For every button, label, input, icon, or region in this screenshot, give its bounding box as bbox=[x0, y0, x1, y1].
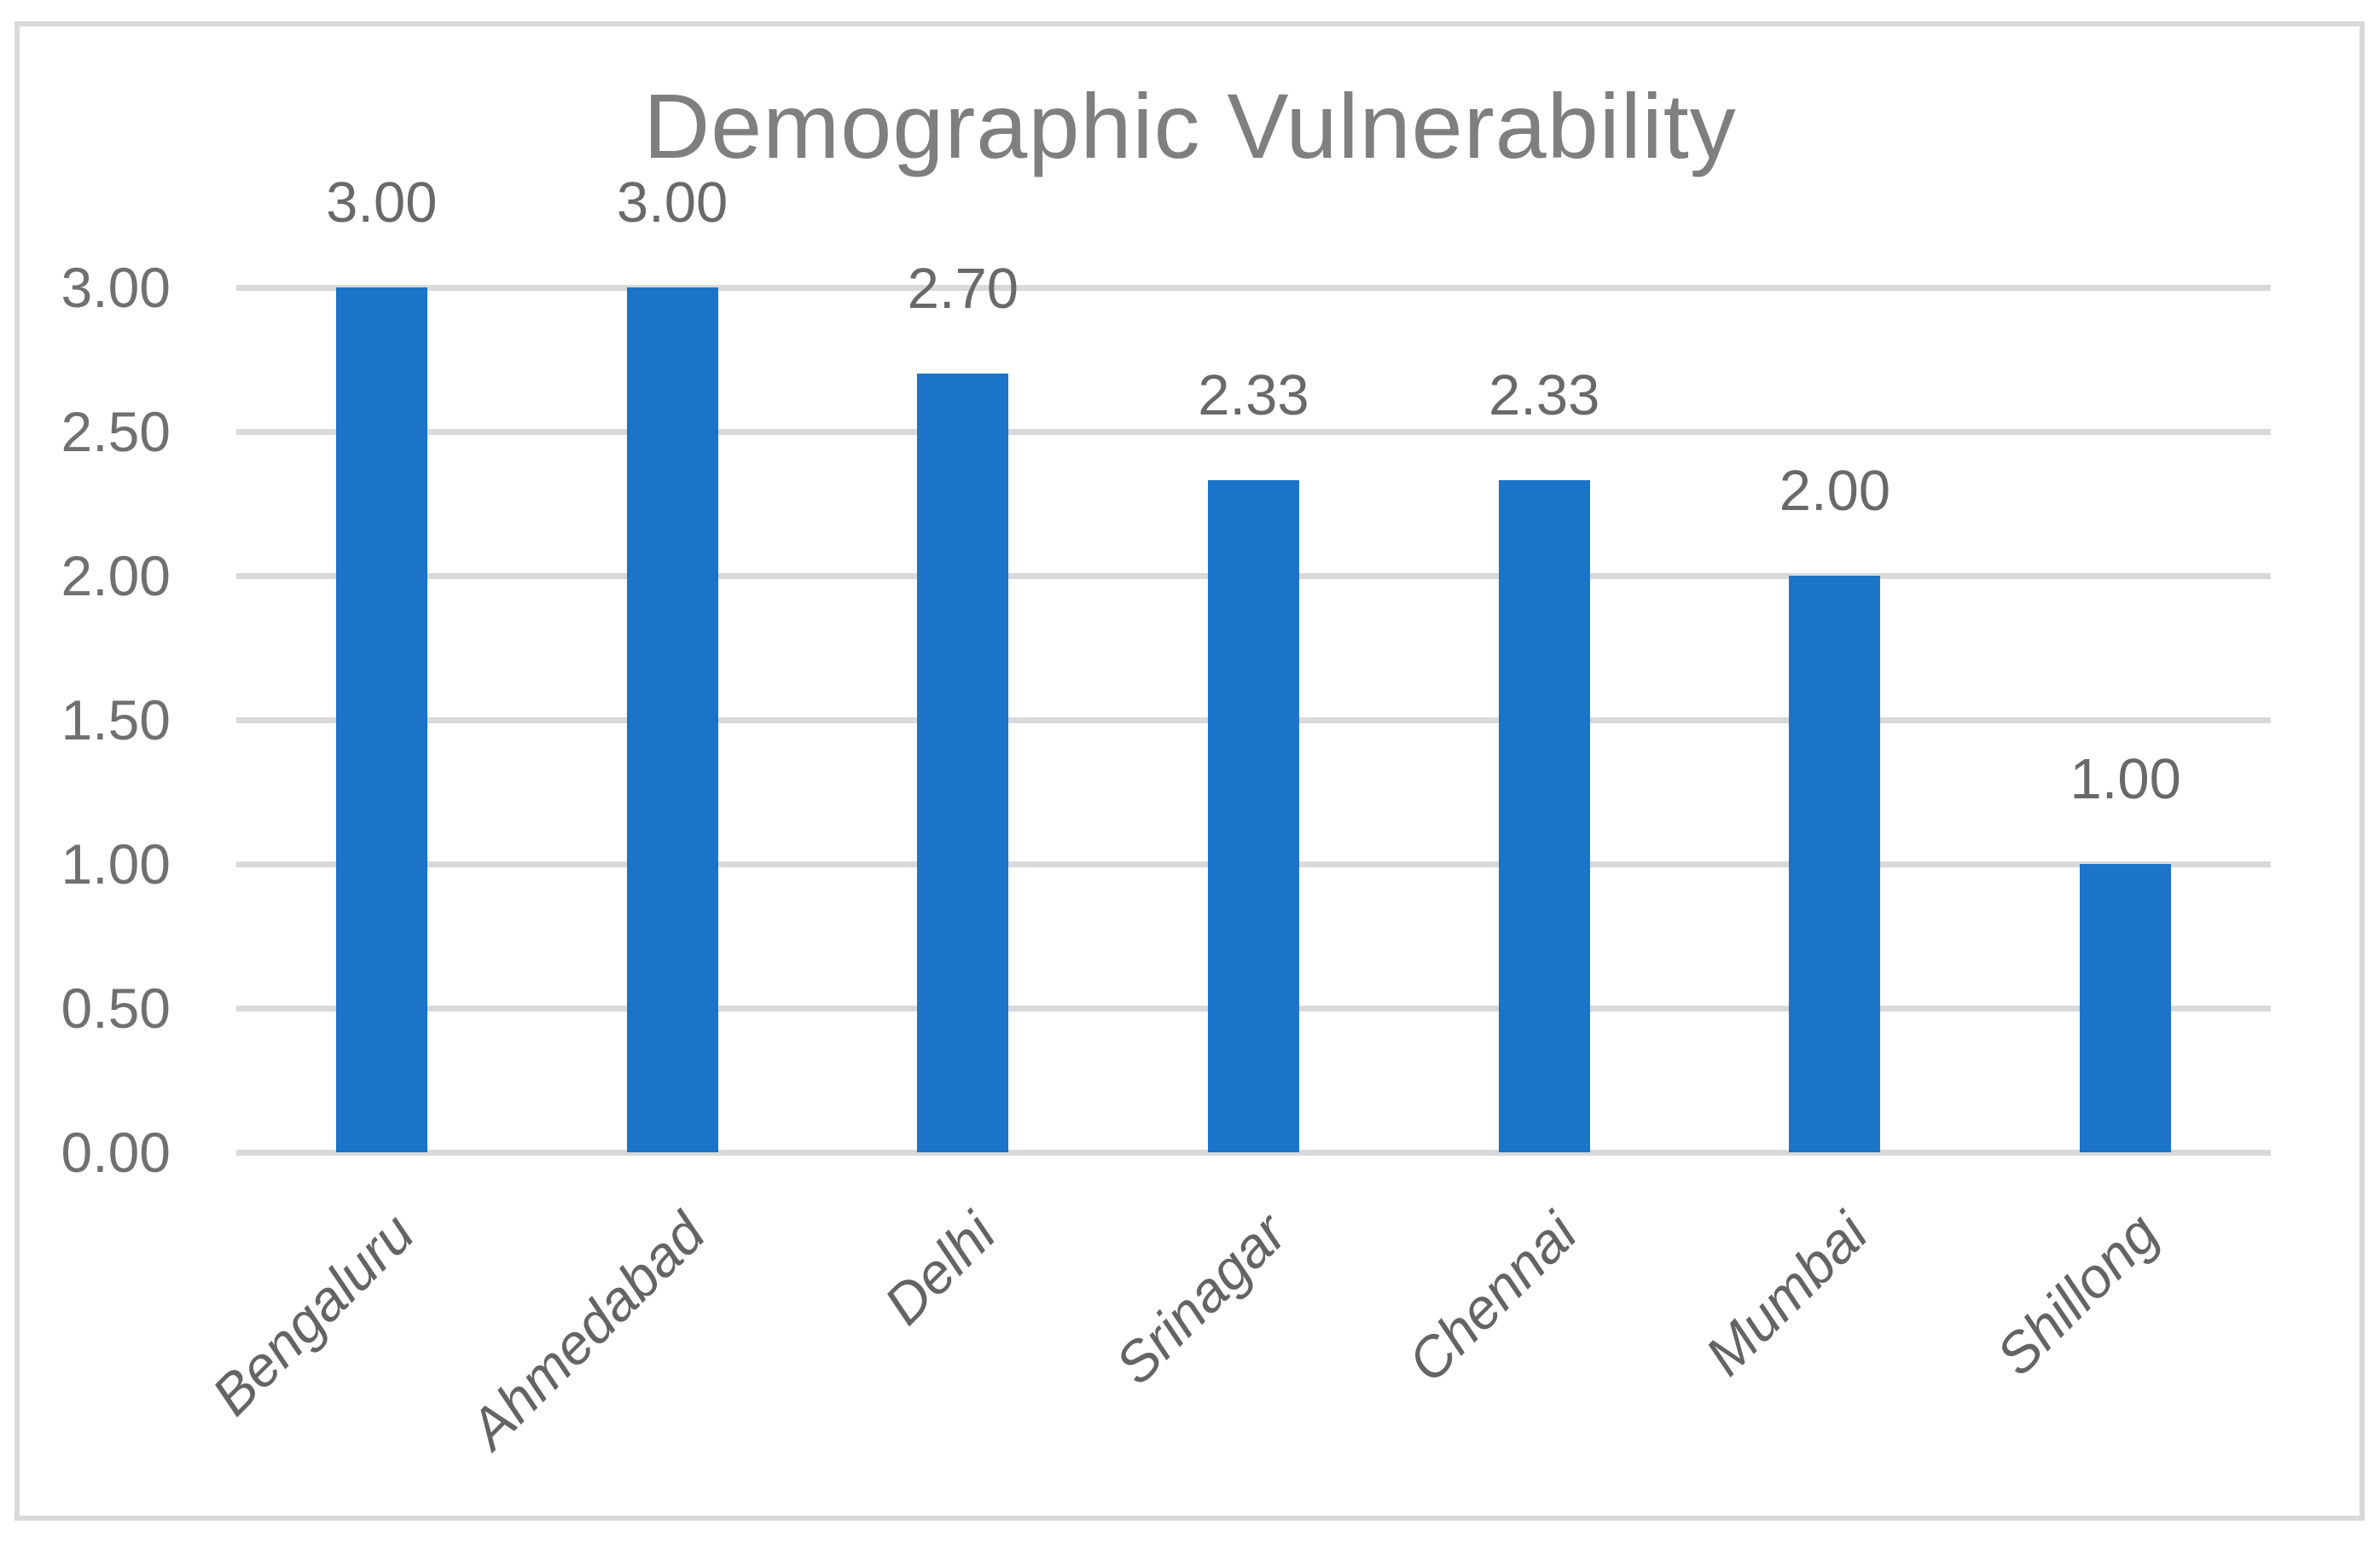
chart-area-border bbox=[15, 21, 2365, 1521]
chart-title: Demographic Vulnerability bbox=[643, 74, 1737, 177]
